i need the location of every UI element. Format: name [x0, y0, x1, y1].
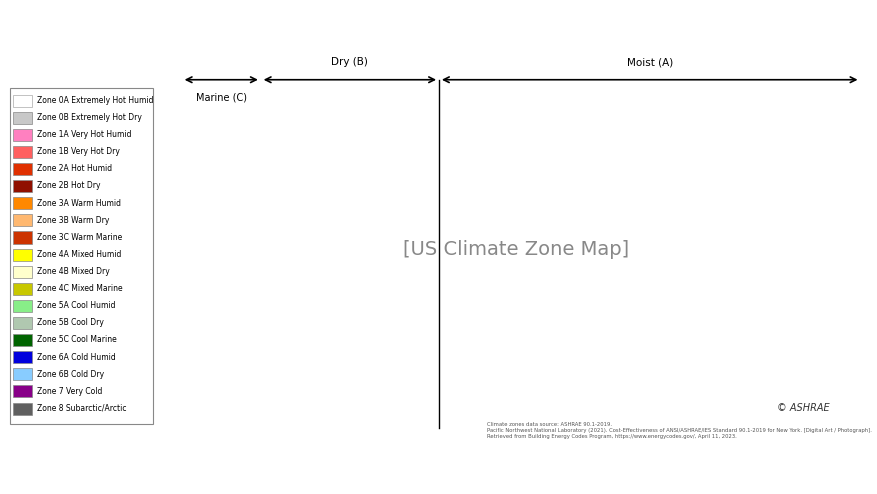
Text: Zone 7 Very Cold: Zone 7 Very Cold	[37, 387, 102, 396]
Bar	[13, 214, 32, 226]
Text: Zone 4B Mixed Dry: Zone 4B Mixed Dry	[37, 267, 110, 276]
Text: Zone 0B Extremely Hot Dry: Zone 0B Extremely Hot Dry	[37, 113, 141, 122]
Text: Zone 5C Cool Marine: Zone 5C Cool Marine	[37, 335, 117, 344]
Text: Moist (A): Moist (A)	[626, 57, 672, 68]
Bar	[13, 403, 32, 414]
Bar	[13, 334, 32, 346]
Text: CLIMATE ZONES OF THE UNITED STATES - ASHRAE 90.1-2019: CLIMATE ZONES OF THE UNITED STATES - ASH…	[165, 16, 712, 31]
Bar	[13, 94, 32, 107]
Bar	[13, 231, 32, 244]
Bar	[13, 146, 32, 158]
Text: Zone 1A Very Hot Humid: Zone 1A Very Hot Humid	[37, 130, 132, 139]
Text: Zone 0A Extremely Hot Humid: Zone 0A Extremely Hot Humid	[37, 96, 153, 105]
Text: Zone 6B Cold Dry: Zone 6B Cold Dry	[37, 370, 103, 379]
Text: Marine (C): Marine (C)	[196, 92, 246, 102]
Text: Zone 1B Very Hot Dry: Zone 1B Very Hot Dry	[37, 147, 119, 156]
Bar	[13, 300, 32, 312]
Text: DEPARTMENT OF THE AIR FORCE CORPORATE FACILITIES STANDARDS: DEPARTMENT OF THE AIR FORCE CORPORATE FA…	[168, 468, 709, 483]
Text: Zone 8 Subarctic/Arctic: Zone 8 Subarctic/Arctic	[37, 404, 126, 413]
Bar	[13, 180, 32, 192]
Text: Zone 4A Mixed Humid: Zone 4A Mixed Humid	[37, 250, 121, 259]
Text: Zone 3A Warm Humid: Zone 3A Warm Humid	[37, 199, 121, 207]
Text: © ASHRAE: © ASHRAE	[776, 403, 829, 413]
Text: Zone 3C Warm Marine: Zone 3C Warm Marine	[37, 233, 122, 242]
Text: Zone 6A Cold Humid: Zone 6A Cold Humid	[37, 353, 116, 362]
Text: Zone 3B Warm Dry: Zone 3B Warm Dry	[37, 216, 109, 225]
Bar	[13, 163, 32, 175]
Text: Zone 5B Cool Dry: Zone 5B Cool Dry	[37, 318, 103, 328]
Bar	[13, 112, 32, 124]
Bar	[13, 317, 32, 329]
Text: Dry (B): Dry (B)	[332, 57, 367, 68]
Bar	[13, 248, 32, 261]
Bar	[13, 197, 32, 209]
Bar	[13, 385, 32, 398]
Text: Zone 4C Mixed Marine: Zone 4C Mixed Marine	[37, 284, 122, 293]
Bar	[13, 369, 32, 380]
Bar	[13, 129, 32, 141]
Bar	[13, 266, 32, 278]
Text: Zone 2A Hot Humid: Zone 2A Hot Humid	[37, 165, 111, 173]
Bar	[13, 351, 32, 363]
Text: Zone 2B Hot Dry: Zone 2B Hot Dry	[37, 181, 100, 191]
Text: Zone 5A Cool Humid: Zone 5A Cool Humid	[37, 301, 115, 310]
Text: [US Climate Zone Map]: [US Climate Zone Map]	[403, 240, 628, 259]
Text: Climate zones data source: ASHRAE 90.1-2019.
Pacific Northwest National Laborato: Climate zones data source: ASHRAE 90.1-2…	[487, 422, 871, 439]
Bar	[13, 283, 32, 295]
